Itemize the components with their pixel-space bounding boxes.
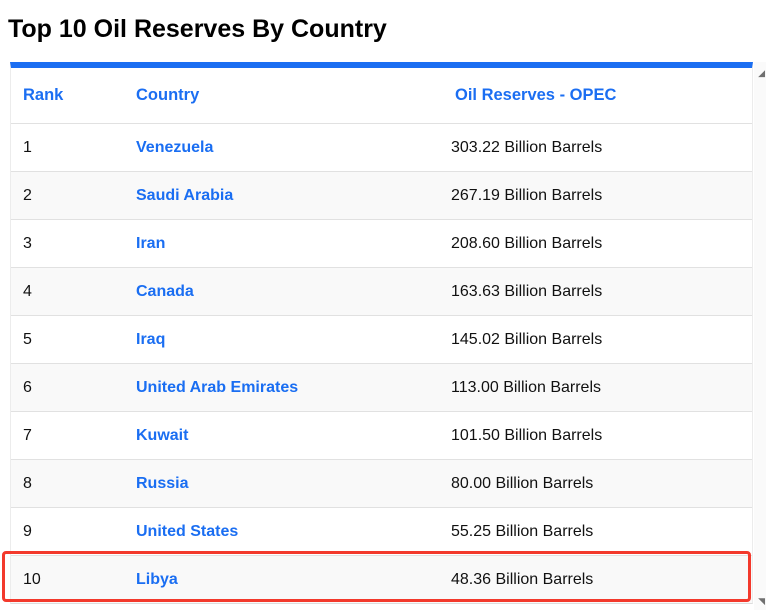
reserves-cell: 145.02 Billion Barrels xyxy=(451,330,603,348)
table-row: 8 Russia 80.00 Billion Barrels xyxy=(11,459,752,507)
table-row: 9 United States 55.25 Billion Barrels xyxy=(11,507,752,555)
table-row: 1 Venezuela 303.22 Billion Barrels xyxy=(11,123,752,171)
rank-cell: 7 xyxy=(23,426,32,444)
reserves-cell: 208.60 Billion Barrels xyxy=(451,234,603,252)
country-link[interactable]: Russia xyxy=(136,474,189,492)
rank-cell: 6 xyxy=(23,378,32,396)
reserves-cell: 48.36 Billion Barrels xyxy=(451,570,594,588)
column-header-rank[interactable]: Rank xyxy=(23,86,64,104)
table-row: 6 United Arab Emirates 113.00 Billion Ba… xyxy=(11,363,752,411)
country-link[interactable]: Iran xyxy=(136,234,166,252)
rank-cell: 8 xyxy=(23,474,32,492)
reserves-cell: 80.00 Billion Barrels xyxy=(451,474,594,492)
country-link[interactable]: United States xyxy=(136,522,239,540)
table-row: 7 Kuwait 101.50 Billion Barrels xyxy=(11,411,752,459)
rank-cell: 2 xyxy=(23,186,32,204)
country-link[interactable]: Iraq xyxy=(136,330,166,348)
table-row: 3 Iran 208.60 Billion Barrels xyxy=(11,219,752,267)
scrollbar-track[interactable]: ◢ ◥ xyxy=(754,62,766,610)
column-header-reserves[interactable]: Oil Reserves - OPEC xyxy=(455,86,617,104)
country-link[interactable]: Canada xyxy=(136,282,194,300)
reserves-cell: 267.19 Billion Barrels xyxy=(451,186,603,204)
table-row: 2 Saudi Arabia 267.19 Billion Barrels xyxy=(11,171,752,219)
rank-cell: 10 xyxy=(23,570,41,588)
column-header-country[interactable]: Country xyxy=(136,86,200,104)
country-link[interactable]: Saudi Arabia xyxy=(136,186,234,204)
scroll-grip-bottom-icon[interactable]: ◥ xyxy=(758,597,765,607)
table-header-row: Rank Country Oil Reserves - OPEC xyxy=(11,68,752,123)
rank-cell: 4 xyxy=(23,282,32,300)
reserves-cell: 101.50 Billion Barrels xyxy=(451,426,603,444)
reserves-cell: 55.25 Billion Barrels xyxy=(451,522,594,540)
reserves-cell: 113.00 Billion Barrels xyxy=(451,378,602,396)
country-link[interactable]: United Arab Emirates xyxy=(136,378,299,396)
rank-cell: 5 xyxy=(23,330,32,348)
reserves-cell: 163.63 Billion Barrels xyxy=(451,282,603,300)
reserves-cell: 303.22 Billion Barrels xyxy=(451,138,603,156)
rank-cell: 3 xyxy=(23,234,32,252)
table-body: 1 Venezuela 303.22 Billion Barrels 2 Sau… xyxy=(11,123,752,603)
rank-cell: 1 xyxy=(23,138,32,156)
country-link[interactable]: Libya xyxy=(136,570,178,588)
country-link[interactable]: Kuwait xyxy=(136,426,189,444)
oil-reserves-table: Rank Country Oil Reserves - OPEC 1 Venez… xyxy=(10,62,753,604)
table-row: 10 Libya 48.36 Billion Barrels xyxy=(11,555,752,603)
table-row: 4 Canada 163.63 Billion Barrels xyxy=(11,267,752,315)
rank-cell: 9 xyxy=(23,522,32,540)
country-link[interactable]: Venezuela xyxy=(136,138,214,156)
table-row: 5 Iraq 145.02 Billion Barrels xyxy=(11,315,752,363)
scroll-grip-top-icon[interactable]: ◢ xyxy=(758,69,765,79)
page-title: Top 10 Oil Reserves By Country xyxy=(8,15,387,43)
